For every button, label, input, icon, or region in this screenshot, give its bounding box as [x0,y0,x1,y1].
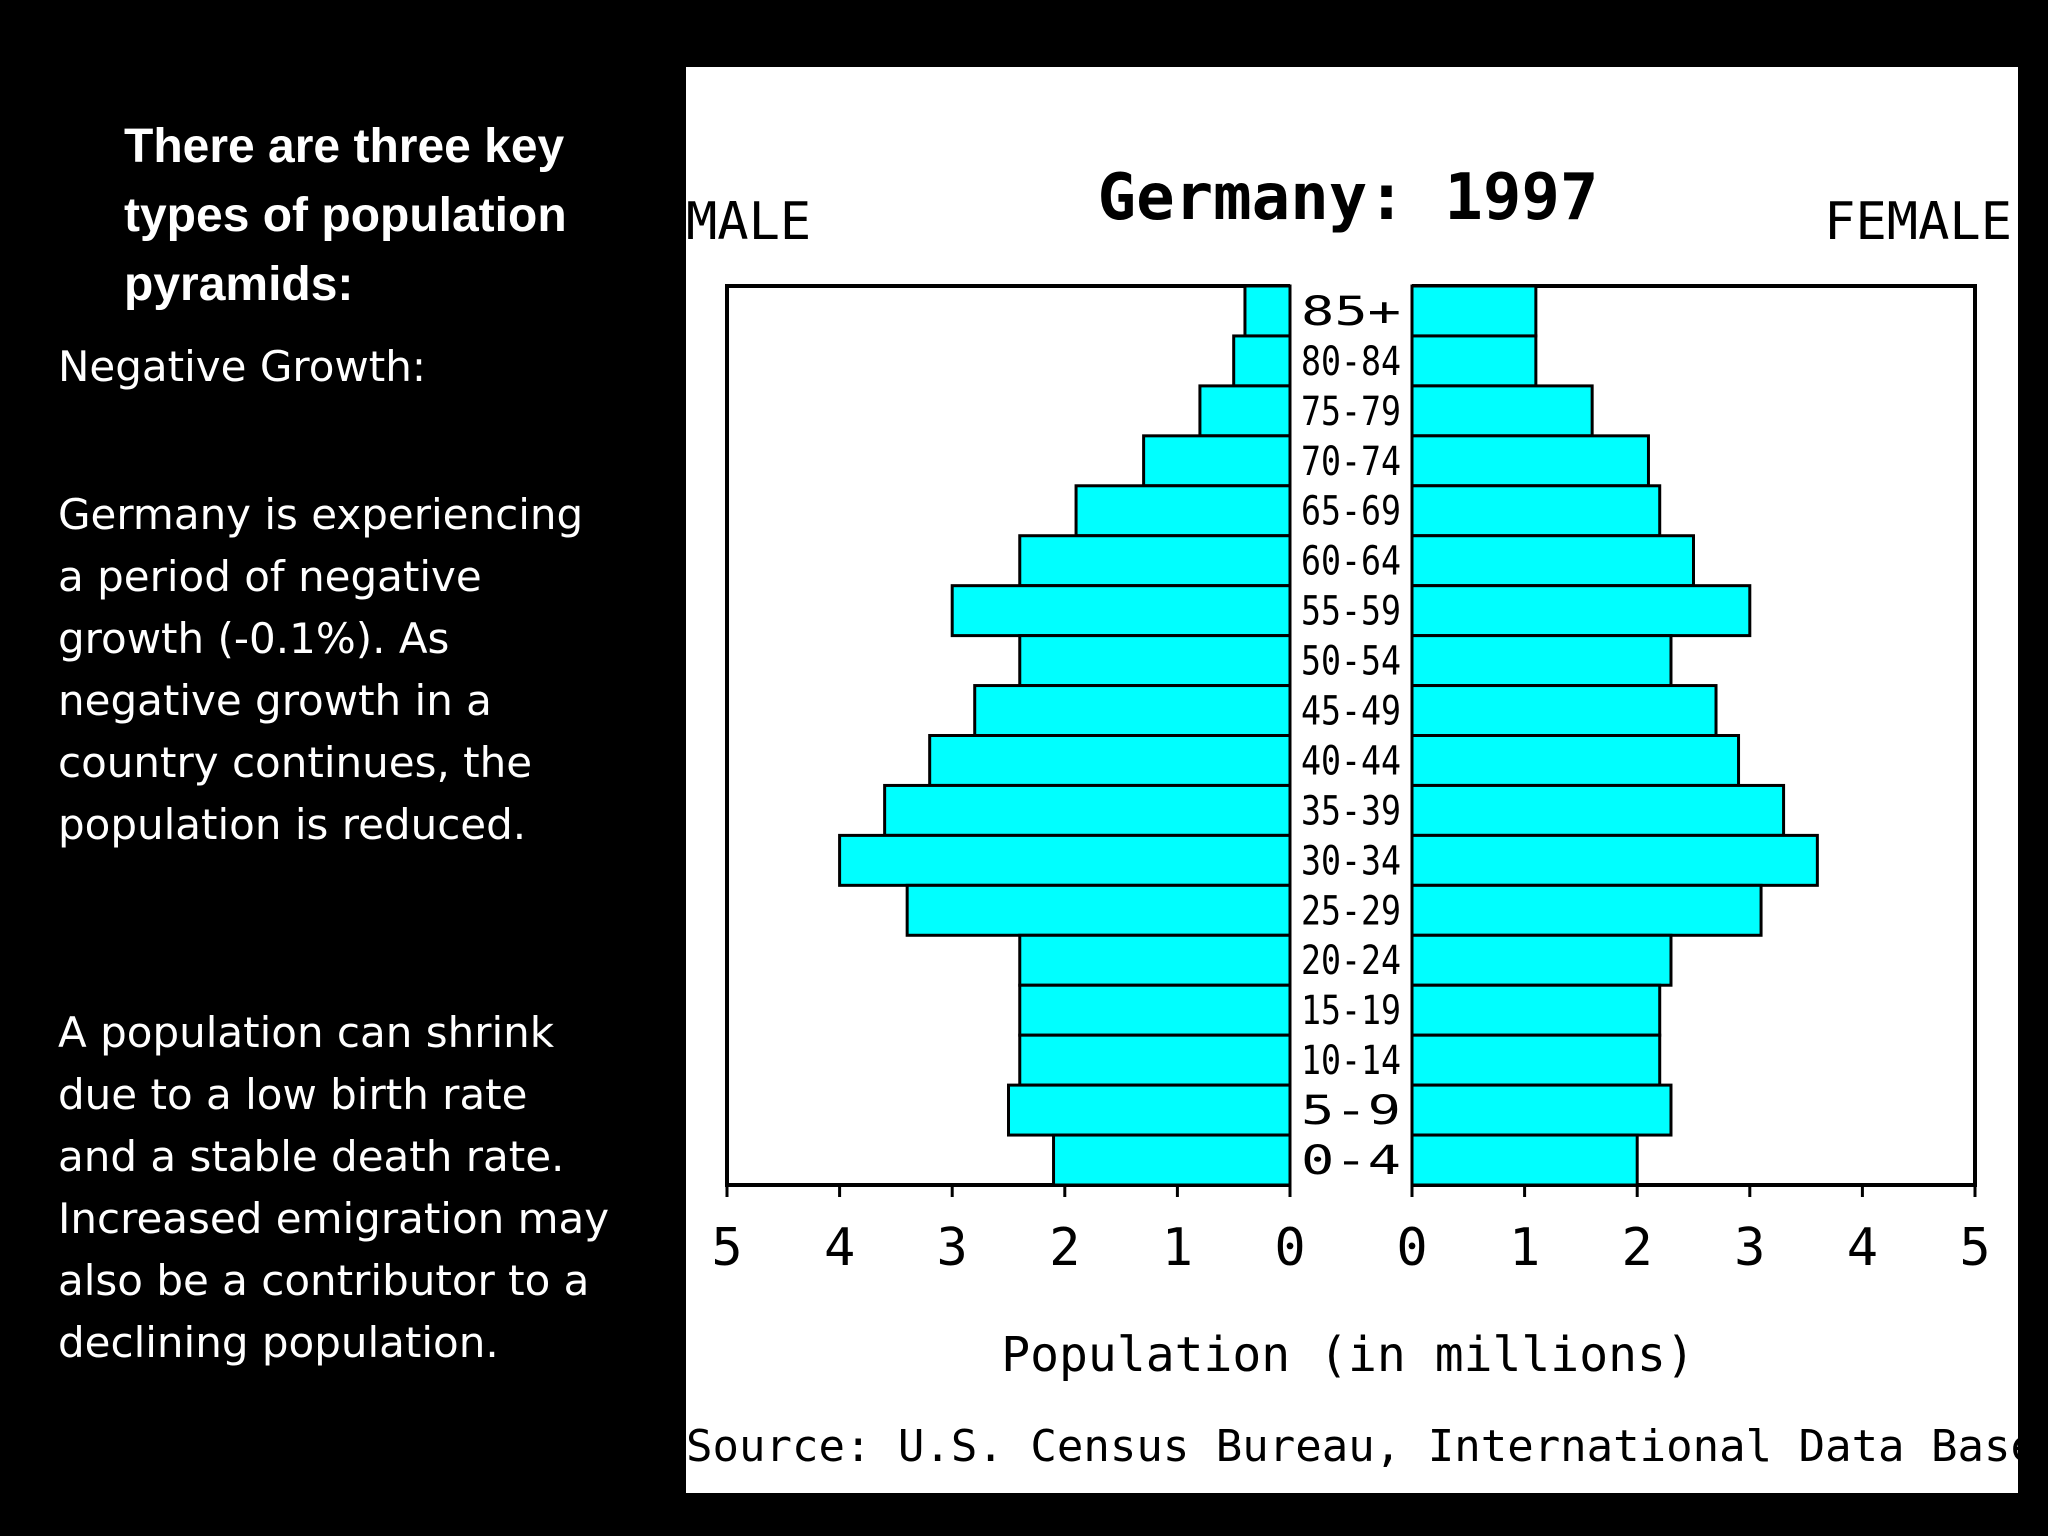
chart-title: Germany: 1997 [1098,161,1599,235]
female-bar-80-84 [1410,334,1538,388]
male-bar-20-24 [1018,933,1292,987]
male-bar-0-4 [1052,1133,1292,1187]
female-plot-frame [1412,284,1977,1187]
age-label-0-4: 0-4 [1301,1138,1401,1184]
age-label-55-59: 55-59 [1301,589,1401,635]
slide-subtitle: Negative Growth: [58,342,427,391]
male-bar-10-14 [1018,1033,1292,1087]
female-bar-15-19 [1410,983,1662,1037]
female-bar-45-49 [1410,684,1718,737]
male-bar-5-9 [1007,1083,1292,1137]
age-label-80-84: 80-84 [1301,339,1401,385]
slide-heading: There are three key types of population … [124,120,567,311]
female-bar-35-39 [1410,783,1786,837]
source-note: Source: U.S. Census Bureau, Internationa… [686,1421,2018,1472]
age-label-75-79: 75-79 [1301,389,1401,435]
male-bar-50-54 [1018,634,1292,688]
age-label-40-44: 40-44 [1301,738,1401,784]
male-bar-60-64 [1018,534,1292,588]
female-tick-label-2: 2 [1622,1218,1653,1278]
male-bar-65-69 [1074,484,1292,538]
female-bar-55-59 [1410,584,1752,638]
male-tick-label-1: 1 [1162,1218,1193,1278]
female-bar-50-54 [1410,634,1673,688]
age-label-50-54: 50-54 [1301,639,1401,685]
female-tick-label-5: 5 [1959,1218,1990,1278]
male-bar-35-39 [883,783,1292,837]
age-label-35-39: 35-39 [1301,788,1401,834]
male-tick-label-5: 5 [711,1218,742,1278]
female-bar-20-24 [1410,933,1673,987]
male-bar-85+ [1243,284,1292,338]
male-label: MALE [686,192,811,252]
male-tick-label-4: 4 [824,1218,855,1278]
age-label-20-24: 20-24 [1301,938,1401,984]
male-bar-80-84 [1232,334,1292,388]
age-label-70-74: 70-74 [1301,439,1401,485]
female-bar-75-79 [1410,384,1594,438]
female-bar-10-14 [1410,1033,1662,1087]
age-label-60-64: 60-64 [1301,539,1401,585]
plot-area: 85+80-8475-7970-7465-6960-6455-5950-5445… [711,284,1991,1278]
female-bar-65-69 [1410,484,1662,538]
female-bar-70-74 [1410,434,1650,488]
male-bar-15-19 [1018,983,1292,1037]
female-bar-0-4 [1410,1133,1639,1187]
female-bar-25-29 [1410,883,1763,937]
female-bar-85+ [1410,284,1538,338]
male-bar-45-49 [973,684,1292,737]
male-tick-label-2: 2 [1049,1218,1080,1278]
age-label-45-49: 45-49 [1301,689,1401,735]
male-bar-40-44 [928,734,1292,787]
female-bar-30-34 [1410,833,1819,887]
chart-svg: Germany: 1997 MALE FEMALE 85+80-8475-797… [686,161,2018,1472]
female-label: FEMALE [1824,192,2012,252]
male-plot-frame [725,284,1290,1187]
female-tick-label-3: 3 [1734,1218,1765,1278]
female-tick-label-1: 1 [1509,1218,1540,1278]
male-tick-label-0: 0 [1274,1218,1305,1278]
age-label-65-69: 65-69 [1301,489,1401,535]
age-label-5-9: 5-9 [1301,1088,1401,1134]
text-panel: There are three key types of population … [0,0,660,1536]
female-bar-60-64 [1410,534,1695,588]
male-bar-30-34 [838,833,1292,887]
female-tick-label-0: 0 [1396,1218,1427,1278]
female-bar-5-9 [1410,1083,1673,1137]
population-pyramid-chart: Germany: 1997 MALE FEMALE 85+ 80-84 75-79 7… [686,67,2018,1493]
age-label-10-14: 10-14 [1301,1038,1401,1084]
male-bar-75-79 [1198,384,1292,438]
male-bar-25-29 [905,883,1292,937]
slide-paragraph-2: A population can shrink due to a low bir… [58,1008,610,1367]
x-axis-label: Population (in millions) [1001,1327,1695,1383]
male-bar-70-74 [1142,434,1292,488]
male-tick-label-3: 3 [937,1218,968,1278]
age-label-15-19: 15-19 [1301,988,1401,1034]
female-bar-40-44 [1410,734,1741,787]
slide-paragraph-1: Germany is experiencing a period of nega… [58,490,584,849]
age-label-85+: 85+ [1301,289,1401,335]
age-label-30-34: 30-34 [1301,838,1401,884]
age-label-25-29: 25-29 [1301,888,1401,934]
male-bar-55-59 [950,584,1292,638]
female-tick-label-4: 4 [1847,1218,1878,1278]
